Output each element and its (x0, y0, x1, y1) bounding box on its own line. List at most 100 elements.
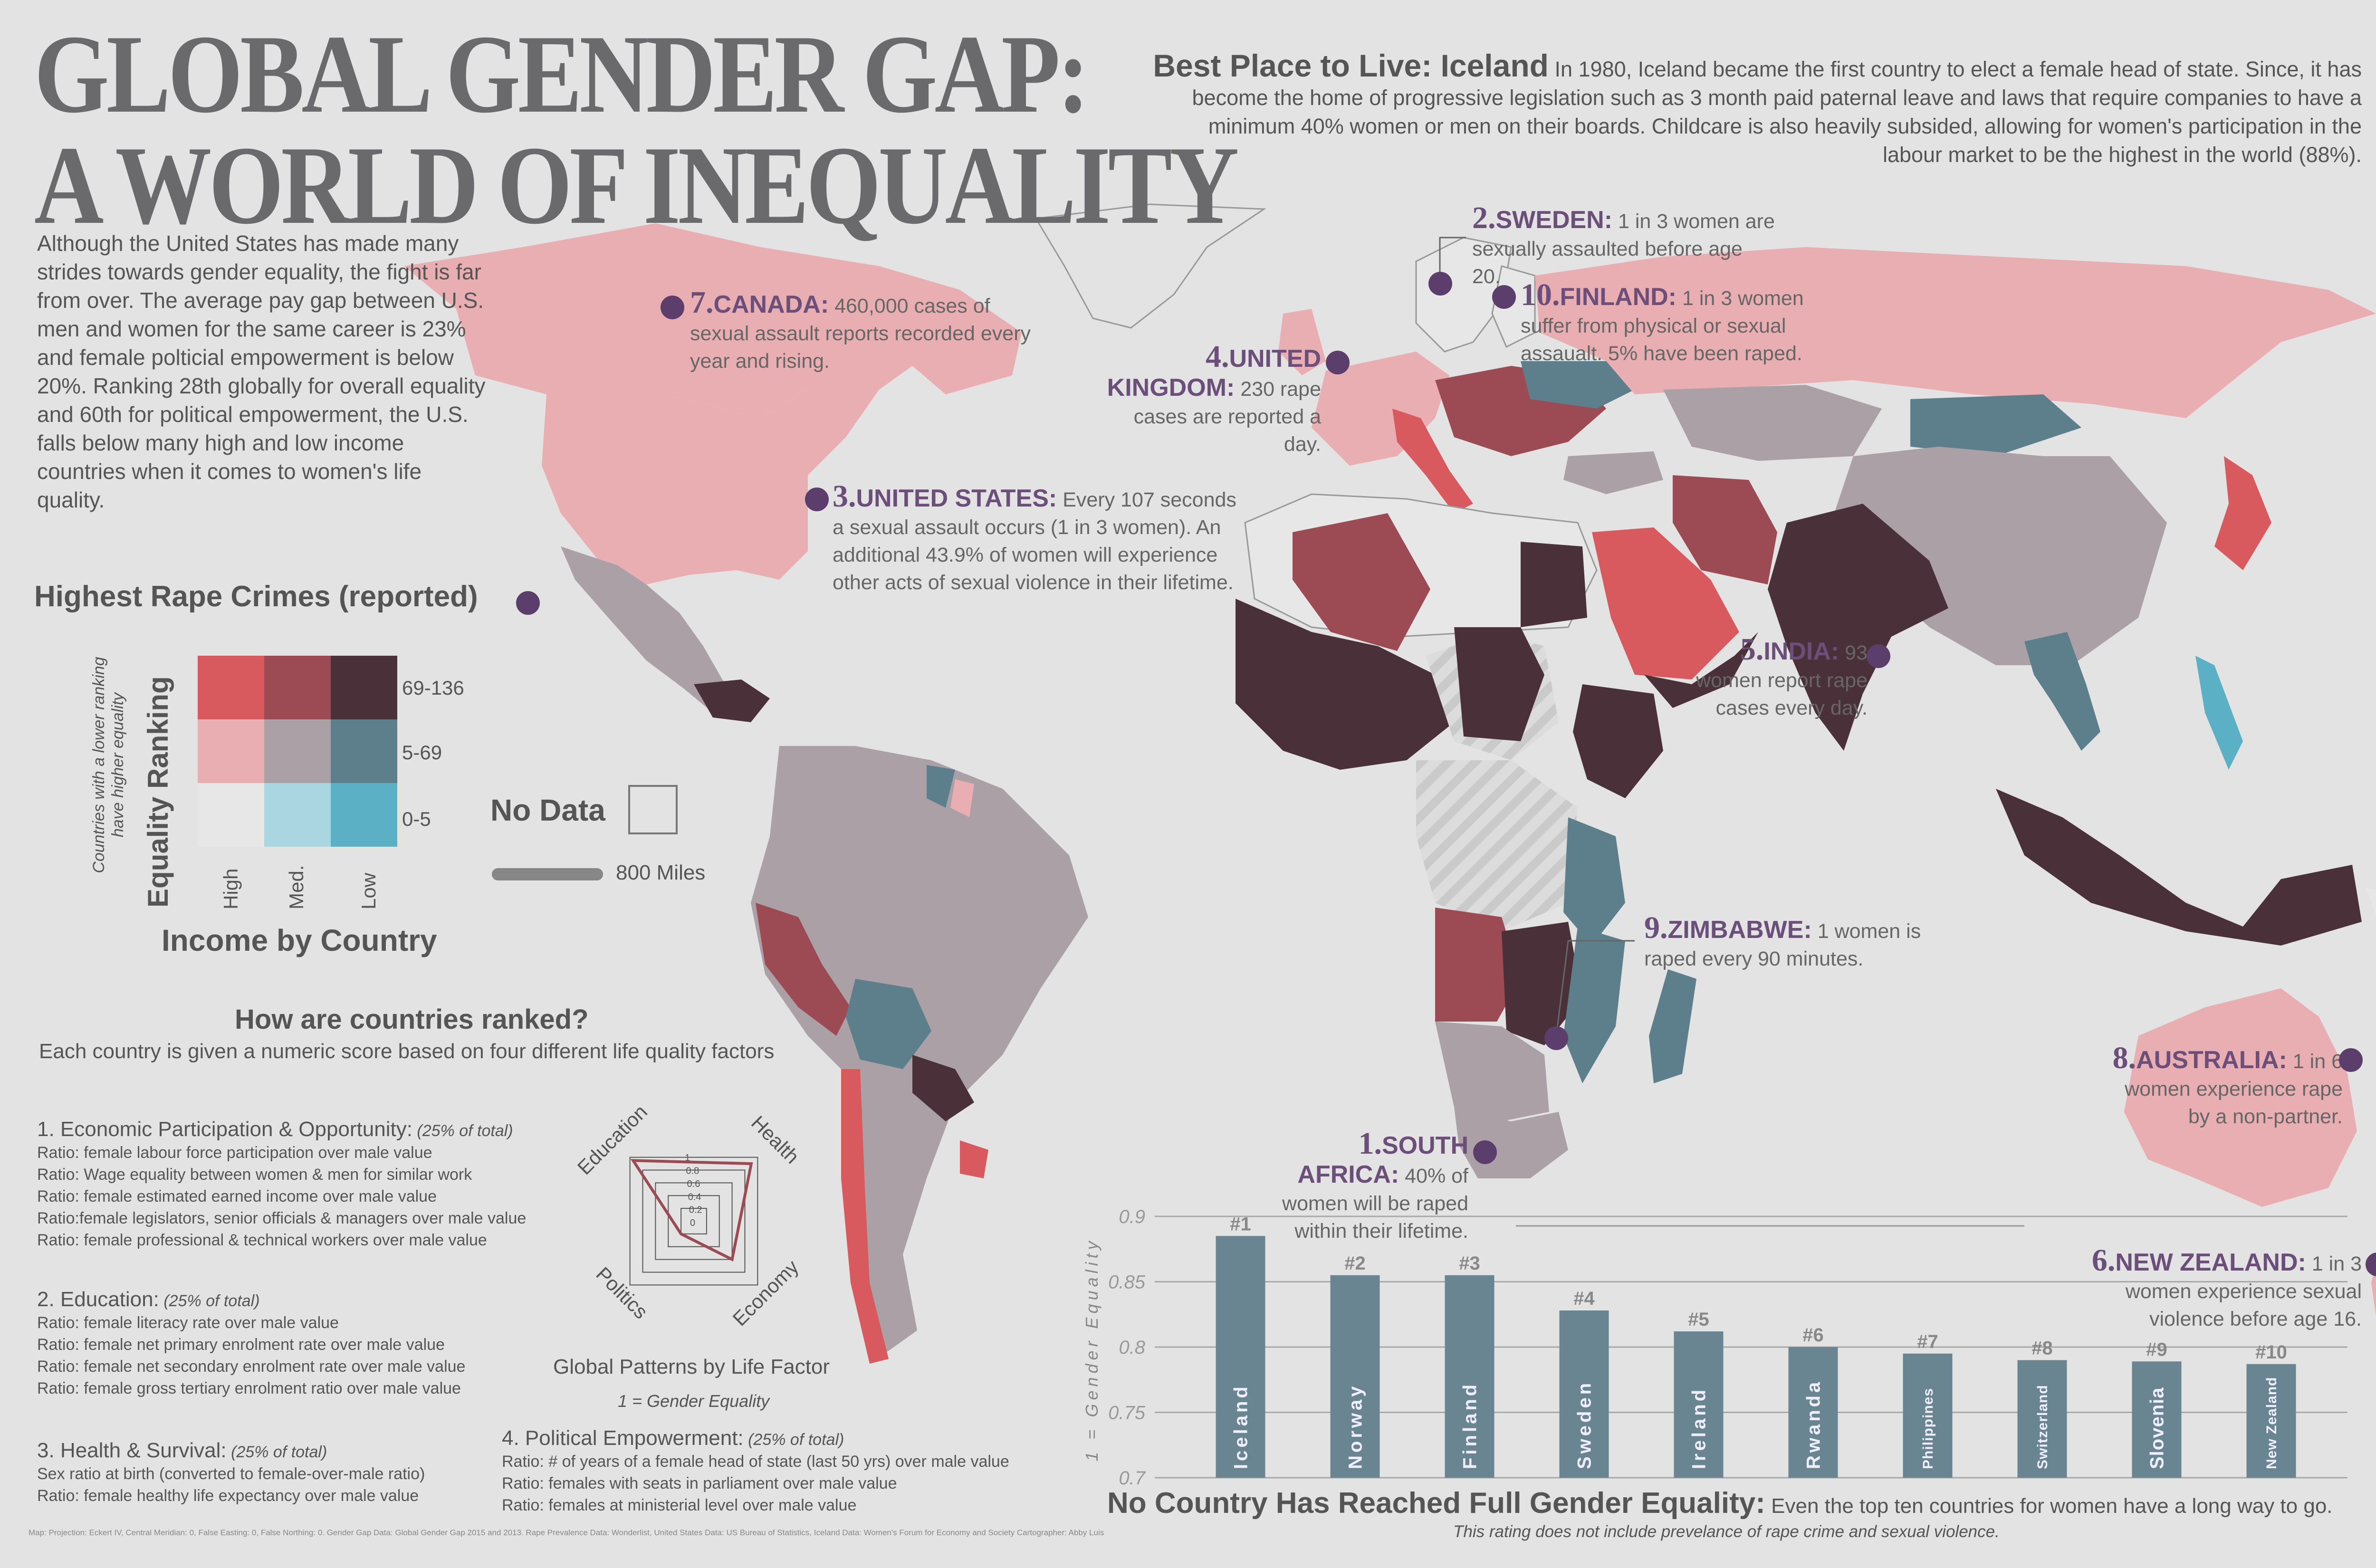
scale-label: 800 Miles (616, 861, 706, 884)
suriname (950, 779, 974, 817)
callout-sweden: 2.SWEDEN: 1 in 3 women are sexually assa… (1472, 202, 1776, 290)
bar-y-axis-label: 1 = Gender Equality (1082, 1237, 1102, 1461)
radar-ring (655, 1182, 733, 1260)
callout-text: 93 women report rape cases every day. (1696, 641, 1868, 719)
central-america (694, 679, 770, 722)
uruguay (960, 1140, 988, 1178)
radar-axis-education: Education (573, 1100, 651, 1179)
bar-category-label: Norway (1345, 1384, 1366, 1470)
bolivia (846, 979, 931, 1069)
tanzania (1563, 817, 1625, 946)
bar-category-label: Sweden (1574, 1380, 1595, 1469)
madagascar (1649, 969, 1696, 1083)
australia (2124, 988, 2357, 1207)
callout-uk: 4.UNITED KINGDOM: 230 rape cases are rep… (1093, 341, 1321, 458)
callout-rank: 10. (1521, 277, 1560, 312)
sweden-leader (1439, 237, 1466, 283)
us-intro-text: Although the United States has made many… (37, 231, 486, 512)
new-zealand (2371, 1264, 2376, 1316)
chile (841, 1069, 889, 1364)
iceland-text: In 1980, Iceland became the first countr… (1192, 57, 2362, 167)
radar-tick: 0 (690, 1218, 695, 1228)
namibia-botswana (1435, 1022, 1549, 1121)
radar-tick: 1 (685, 1153, 690, 1163)
india (1768, 504, 1948, 751)
bar-category-label: Slovenia (2147, 1387, 2168, 1469)
philippines (2195, 656, 2243, 770)
callout-text: 230 rape cases are reported a day. (1133, 378, 1321, 456)
legend-marker (516, 591, 540, 615)
gender-equality-bar-chart: 0.9 0.85 0.8 0.75 0.7 #1 Iceland #2 Norway #3 Fin… (1082, 1207, 2347, 1489)
callout-country: ZIMBABWE: (1667, 916, 1812, 944)
bar-category-label: New Zealand (2264, 1377, 2280, 1469)
legend-title-text: Highest Rape Crimes (reported) (34, 580, 478, 613)
peru (756, 903, 851, 1036)
zimbabwe-marker (1544, 1026, 1568, 1050)
iceland-heading: Best Place to Live: Iceland (1153, 48, 1549, 83)
radar-value-polygon (630, 1159, 753, 1262)
factor-line: Ratio: # of years of a female head of st… (502, 1453, 1009, 1471)
callout-country: INDIA: (1763, 638, 1839, 665)
callout-text: 1 in 3 women suffer from physical or sex… (1521, 287, 1804, 365)
new-zealand-marker (2366, 1252, 2376, 1276)
page-title: GLOBAL GENDER GAP: A WORLD OF INEQUALITY (34, 19, 1239, 248)
oman-yemen (1644, 632, 1758, 708)
radar-chart: 1 0.8 0.6 0.4 0.2 0 Health Economy Politics Educ… (573, 1100, 804, 1330)
radar-tick: 0.2 (689, 1205, 702, 1215)
radar-axis-economy: Economy (728, 1255, 803, 1330)
kazakhstan (1663, 385, 1882, 461)
russia (1535, 247, 2376, 418)
chart-note: This rating does not include prevelance … (1453, 1522, 2000, 1541)
bar-rank-label: #9 (2146, 1339, 2167, 1360)
congo (1416, 760, 1578, 931)
callout-rank: 5. (1740, 632, 1764, 667)
turkey (1563, 451, 1663, 494)
factor-weight: (25% of total) (417, 1122, 513, 1140)
callout-canada: 7.CANADA: 460,000 cases of sexual assaul… (690, 287, 1042, 375)
paraguay (912, 1055, 974, 1121)
factor-weight: (25% of total) (163, 1292, 260, 1310)
bar-slovenia (2132, 1361, 2182, 1478)
bar-y-tick: 0.9 (1119, 1207, 1145, 1227)
callout-zimbabwe: 9.ZIMBABWE: 1 women is raped every 90 mi… (1644, 912, 1948, 973)
legend-y-note: Countries with a lower ranking have high… (90, 657, 127, 873)
callout-australia: 8.AUSTRALIA: 1 in 6 women experience rap… (2110, 1041, 2343, 1130)
bar-philippines (1903, 1353, 1953, 1478)
bar-switzerland (2017, 1360, 2067, 1478)
bar-norway (1330, 1275, 1380, 1478)
callout-rank: 8. (2112, 1041, 2136, 1075)
chart-caption: No Country Has Reached Full Gender Equal… (1107, 1486, 2333, 1520)
factor-economic: 1. Economic Participation & Opportunity:… (37, 1119, 584, 1251)
png (2366, 889, 2376, 917)
legend-cell-r1c2 (264, 656, 331, 719)
legend-row-label: 69-136 (402, 677, 464, 699)
callout-rank: 7. (690, 285, 714, 320)
factor-line: Ratio: female professional & technical w… (37, 1231, 487, 1249)
indonesia (1996, 789, 2362, 946)
chart-caption-text: Even the top ten countries for women hav… (1771, 1494, 2333, 1518)
callout-india: 5.INDIA: 93 women report rape cases ever… (1692, 634, 1868, 722)
bar-category-label: Rwanda (1803, 1379, 1824, 1469)
legend-col-label: Med. (285, 865, 307, 909)
bar-rank-label: #10 (2255, 1342, 2287, 1363)
legend-col-label: High (220, 868, 242, 909)
radar-tick: 0.8 (686, 1166, 699, 1176)
callout-text: 1 in 3 women are sexually assaulted befo… (1472, 210, 1775, 288)
factor-line: Ratio: female net secondary enrolment ra… (37, 1358, 466, 1376)
legend-col-label: Low (357, 872, 380, 909)
egypt (1521, 542, 1587, 627)
factor-line: Ratio: female estimated earned income ov… (37, 1187, 437, 1205)
title-line-2: A WORLD OF INEQUALITY (34, 124, 1239, 248)
bar-rank-label: #4 (1573, 1288, 1595, 1309)
italy (1392, 409, 1473, 513)
legend-title: Highest Rape Crimes (reported) (34, 580, 478, 613)
no-data-swatch (628, 785, 678, 834)
bar-rank-label: #6 (1802, 1325, 1824, 1346)
radar-ring (642, 1169, 746, 1273)
callout-new-zealand: 6.NEW ZEALAND: 1 in 3 women experience s… (2058, 1245, 2362, 1333)
algeria (1293, 513, 1430, 651)
bar-series: #1 Iceland #2 Norway #3 Finland #4 Sweden #5 Irel… (1216, 1214, 2296, 1478)
legend-row-label: 5-69 (402, 741, 442, 764)
factor-weight: (25% of total) (748, 1431, 844, 1449)
